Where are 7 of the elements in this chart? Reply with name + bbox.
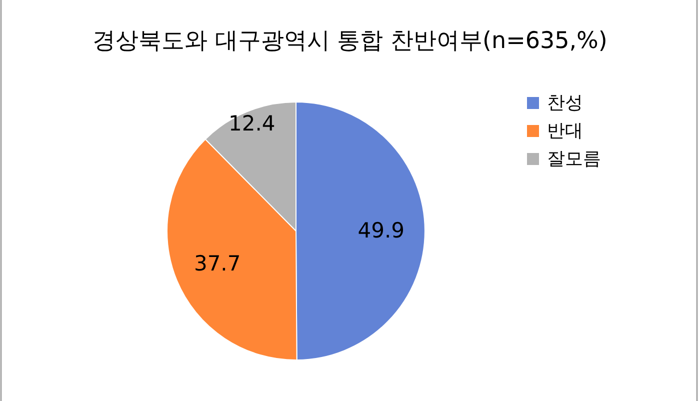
data-label: 49.9 (358, 218, 405, 243)
legend-label: 반대 (547, 120, 583, 142)
legend-label: 잘모름 (547, 148, 601, 170)
chart-title: 경상북도와 대구광역시 통합 찬반여부(n=635,%) (92, 28, 608, 54)
legend-label: 찬성 (547, 92, 583, 114)
data-label: 12.4 (228, 112, 276, 136)
data-label: 37.7 (194, 252, 241, 276)
